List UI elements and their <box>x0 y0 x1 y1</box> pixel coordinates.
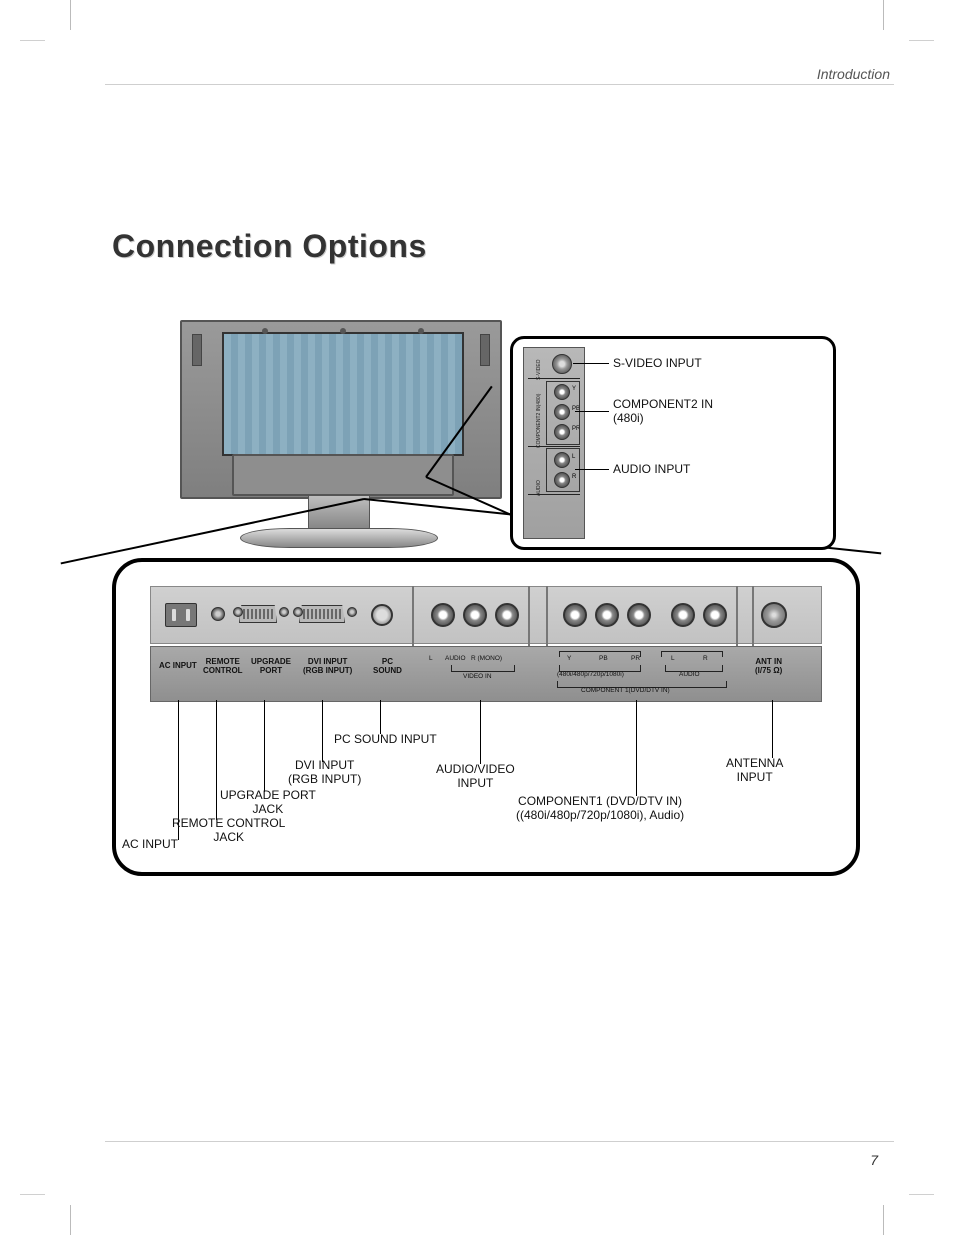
monitor-frame <box>180 320 502 499</box>
monitor-base <box>240 528 438 548</box>
component2-port-label: COMPONENT2 IN(480i) <box>536 394 542 448</box>
crop-mark <box>70 1205 71 1235</box>
dvi-label: DVI INPUT (RGB INPUT) <box>303 657 352 675</box>
comp1-r-label: R <box>703 655 708 662</box>
group-box <box>546 448 580 492</box>
rear-panel-callout: AC INPUT REMOTE CONTROL UPGRADE PORT DVI… <box>112 558 860 876</box>
pc-sound-port <box>371 604 393 626</box>
port-screw-icon <box>293 607 303 617</box>
comp1-audio-l-jack <box>671 603 695 627</box>
av-audio-label: AUDIO <box>445 655 466 662</box>
bracket <box>451 665 515 672</box>
header-rule <box>105 84 894 85</box>
page: Introduction Connection Options S-VIDEO <box>0 0 954 1235</box>
av-video-jack <box>495 603 519 627</box>
comp1-spec-label: (480i/480p/720p/1080i) <box>557 671 624 678</box>
leader-line <box>636 700 637 796</box>
component2-callout: COMPONENT2 IN (480i) <box>613 397 713 425</box>
leader-line <box>380 700 381 734</box>
ant-label: ANT IN (I/75 Ω) <box>755 657 782 675</box>
ac-input-port <box>165 603 197 627</box>
monitor-illustration <box>180 320 498 550</box>
pcsound-callout: PC SOUND INPUT <box>334 732 437 746</box>
av-audio-r-label: R (MONO) <box>471 655 502 662</box>
monitor-vent <box>480 334 490 366</box>
antenna-callout: ANTENNA INPUT <box>726 756 783 785</box>
port-screw-icon <box>233 607 243 617</box>
svideo-callout: S-VIDEO INPUT <box>613 356 702 370</box>
leader-line <box>480 700 481 764</box>
svideo-jack <box>552 354 572 374</box>
av-audio-r-jack <box>463 603 487 627</box>
upgrade-port <box>239 605 277 623</box>
leader-line <box>322 700 323 762</box>
comp1-pb-label: PB <box>599 655 608 662</box>
pcsound-label: PC SOUND <box>373 657 402 675</box>
av-audio-l-jack <box>431 603 455 627</box>
label-strip: AC INPUT REMOTE CONTROL UPGRADE PORT DVI… <box>150 646 822 702</box>
side-panel-plate: S-VIDEO COMPONENT2 IN(480i) Y PB PR L R … <box>523 347 585 539</box>
screw-icon <box>418 328 424 334</box>
port-strip <box>150 586 822 644</box>
dvi-port <box>299 605 345 623</box>
crop-mark <box>909 40 934 41</box>
leader-line <box>216 700 217 820</box>
av-video-label: VIDEO IN <box>463 673 492 680</box>
upgrade-callout: UPGRADE PORT JACK <box>220 788 316 817</box>
crop-mark <box>909 1194 934 1195</box>
comp1-audio-label: AUDIO <box>679 671 700 678</box>
audio-callout: AUDIO INPUT <box>613 462 690 476</box>
divider <box>528 378 580 379</box>
crop-mark <box>20 1194 45 1195</box>
screw-icon <box>262 328 268 334</box>
remote-label: REMOTE CONTROL <box>203 657 243 675</box>
comp1-group-label: COMPONENT 1(DVD/DTV IN) <box>581 687 670 694</box>
crop-mark <box>20 40 45 41</box>
page-title: Connection Options <box>112 228 427 265</box>
comp1-audio-r-jack <box>703 603 727 627</box>
dvi-callout: DVI INPUT (RGB INPUT) <box>288 758 361 787</box>
comp1-y-label: Y <box>567 655 571 662</box>
leader-line <box>264 700 265 792</box>
group-box <box>546 381 580 445</box>
upgrade-label: UPGRADE PORT <box>251 657 291 675</box>
av-callout: AUDIO/VIDEO INPUT <box>436 762 515 791</box>
comp1-pb-jack <box>595 603 619 627</box>
crop-mark <box>883 0 884 30</box>
screw-icon <box>340 328 346 334</box>
monitor-vent <box>192 334 202 366</box>
comp1-callout: COMPONENT1 (DVD/DTV IN) ((480i/480p/720p… <box>516 794 684 823</box>
leader-line <box>575 469 609 470</box>
divider <box>528 446 580 447</box>
comp1-pr-label: PR <box>631 655 640 662</box>
leader-line <box>772 700 773 758</box>
crop-mark <box>70 0 71 30</box>
divider <box>528 494 580 495</box>
ac-callout: AC INPUT <box>122 837 178 851</box>
comp1-pr-jack <box>627 603 651 627</box>
header-section: Introduction <box>817 66 890 82</box>
leader-line <box>575 411 609 412</box>
comp1-y-jack <box>563 603 587 627</box>
side-panel-callout: S-VIDEO COMPONENT2 IN(480i) Y PB PR L R … <box>510 336 836 550</box>
footer-rule <box>105 1141 894 1142</box>
port-screw-icon <box>279 607 289 617</box>
page-number: 7 <box>870 1152 878 1168</box>
comp1-l-label: L <box>671 655 675 662</box>
monitor-screen <box>222 332 464 456</box>
leader-line <box>573 363 609 364</box>
remote-callout: REMOTE CONTROL JACK <box>172 816 285 845</box>
svideo-port-label: S-VIDEO <box>536 359 542 380</box>
monitor-rear-housing <box>232 454 454 496</box>
remote-control-jack <box>211 607 225 621</box>
antenna-port <box>761 602 787 628</box>
port-screw-icon <box>347 607 357 617</box>
crop-mark <box>883 1205 884 1235</box>
av-audio-l-label: L <box>429 655 433 662</box>
ac-label: AC INPUT <box>159 661 197 670</box>
